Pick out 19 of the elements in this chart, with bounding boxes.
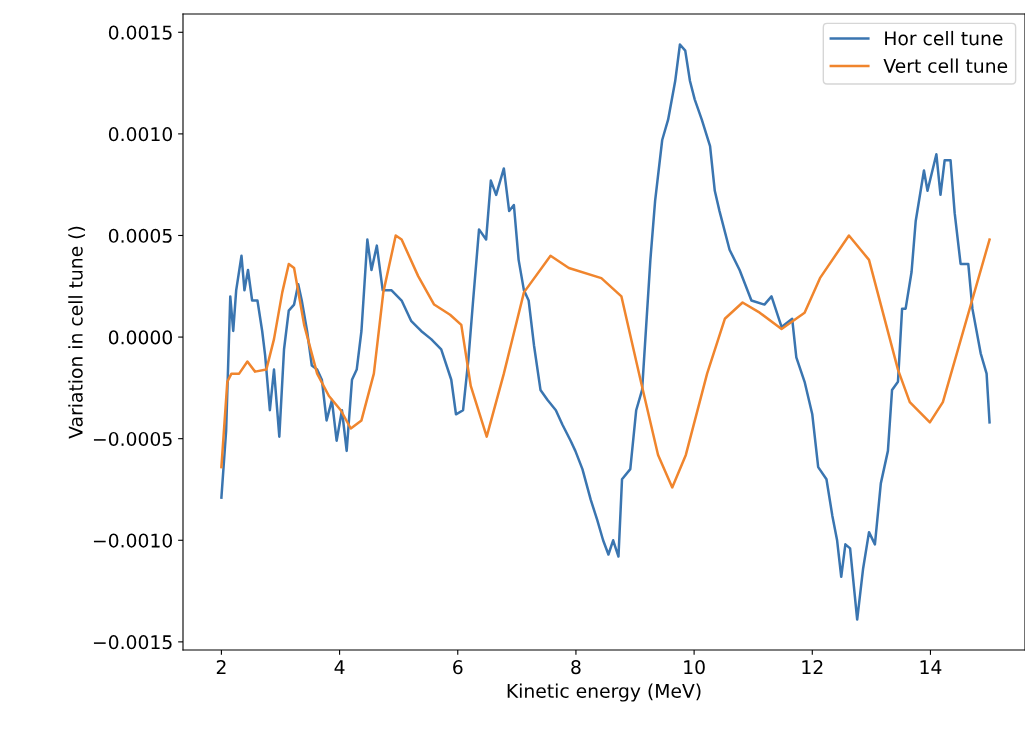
x-tick-label: 6 [453, 660, 463, 675]
y-tick-label: 0.0000 [108, 330, 173, 345]
legend-label: Vert cell tune [883, 58, 1008, 73]
y-tick-label: 0.0010 [108, 127, 173, 142]
y-axis-title: Variation in cell tune () [68, 226, 85, 439]
y-tick-label: 0.0005 [108, 228, 172, 243]
x-tick-label: 12 [802, 660, 823, 674]
x-tick-label: 2 [216, 660, 226, 674]
x-tick-label: 10 [684, 660, 705, 675]
legend-label: Hor cell tune [885, 30, 1003, 46]
y-tick-label: −0.0015 [93, 635, 172, 650]
y-tick-label: 0.0015 [108, 25, 172, 40]
x-tick-label: 14 [920, 660, 942, 674]
x-tick-label: 8 [571, 660, 581, 675]
x-axis-title: Kinetic energy (MeV) [507, 683, 701, 702]
line-series [220, 234, 991, 489]
y-tick-label: −0.0010 [93, 533, 173, 548]
y-tick-label: −0.0005 [93, 431, 172, 447]
x-tick-label: 4 [334, 660, 345, 674]
